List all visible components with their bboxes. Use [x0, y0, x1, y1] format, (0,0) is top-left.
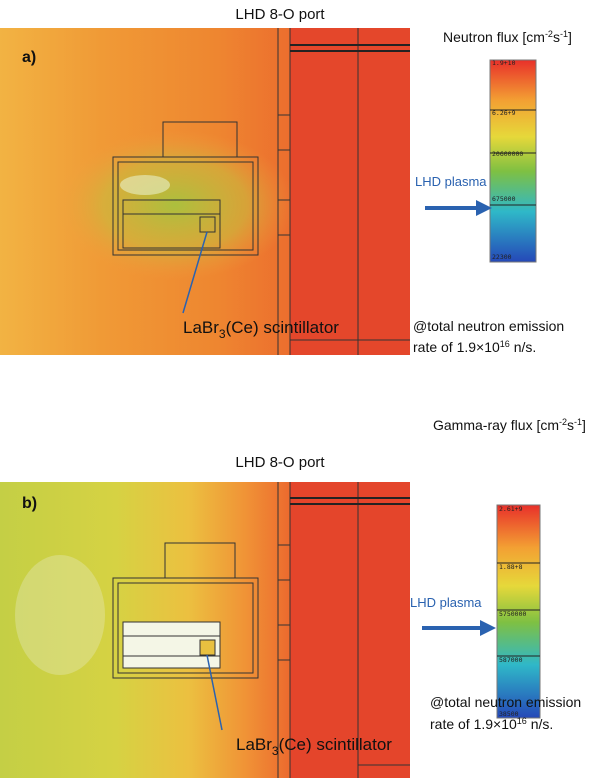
colorbar-label: 675000 [492, 195, 516, 203]
panel-label: a) [22, 49, 36, 66]
flux-label: Gamma-ray flux [cm-2s-1] [433, 417, 586, 433]
detector-label: LaBr3(Ce) scintillator [183, 318, 339, 341]
note: @total neutron emission [413, 318, 564, 334]
colorbar-label: 6.26+9 [492, 109, 516, 117]
colorbar-label: 22300 [492, 253, 512, 261]
label-sup: -2 [545, 29, 553, 39]
label-sub: 3 [219, 327, 226, 341]
flange [277, 544, 291, 581]
label-sup: -1 [574, 417, 582, 427]
colorbar-label: 1.9+10 [492, 59, 516, 67]
scintillator [199, 639, 216, 656]
colorbar-label: 1.88+8 [499, 563, 523, 571]
note-sup: 16 [500, 339, 510, 349]
colorbar-label: 5750000 [499, 610, 526, 618]
colorbar [496, 504, 541, 719]
note-part: rate of 1.9×10 [430, 716, 517, 732]
flange [277, 199, 291, 236]
detector [122, 199, 221, 249]
housing-inner [117, 161, 254, 251]
label-sub: 3 [272, 744, 279, 758]
note-sup: 16 [517, 716, 527, 726]
label-part: ] [582, 417, 586, 433]
pointer [206, 654, 223, 731]
port-wall [290, 28, 410, 355]
panel-label: b) [22, 495, 37, 512]
note-part: n/s. [527, 716, 553, 732]
flange [277, 624, 291, 661]
colorbar-label: 20600000 [492, 150, 523, 158]
note: rate of 1.9×1016 n/s. [430, 716, 553, 732]
port-label: LHD 8-O port [235, 6, 325, 23]
colorbar-label: 587000 [499, 656, 523, 664]
plasma-label: LHD plasma [410, 595, 482, 610]
colorbar-ticks [490, 109, 536, 206]
arrow-head [476, 200, 492, 216]
label-sup: -1 [560, 29, 568, 39]
panel-b: LHD 8-O port b) LaBr3(Ce) scintillator G… [0, 417, 586, 778]
label-sup: -2 [559, 417, 567, 427]
scintillator [199, 216, 216, 233]
note-part: rate of 1.9×10 [413, 339, 500, 355]
pointer [182, 231, 208, 314]
speckle [120, 175, 170, 195]
colorbar-label: 2.61+9 [499, 505, 523, 513]
port-wall [290, 482, 410, 778]
colorbar [489, 59, 537, 263]
label-part: s [567, 417, 574, 433]
label-part: (Ce) scintillator [226, 318, 340, 337]
note: @total neutron emission [430, 694, 581, 710]
housing [112, 156, 259, 256]
label-part: Neutron flux [cm [443, 29, 545, 45]
speckle [15, 555, 105, 675]
note: rate of 1.9×1016 n/s. [413, 339, 536, 355]
housing-inner [117, 582, 254, 674]
colorbar-label: 38500 [499, 710, 519, 718]
plasma-label: LHD plasma [415, 174, 487, 189]
colorbar-ticks [497, 562, 540, 657]
label-part: Gamma-ray flux [cm [433, 417, 559, 433]
note-part: n/s. [510, 339, 536, 355]
flux-label: Neutron flux [cm-2s-1] [443, 29, 572, 45]
panel-a: LHD 8-O port a) LaBr3(Ce) scintillator N… [0, 6, 572, 355]
housing [112, 577, 259, 679]
label-part: ] [568, 29, 572, 45]
label-part: (Ce) scintillator [279, 735, 393, 754]
arrow-head [480, 620, 496, 636]
detector-label: LaBr3(Ce) scintillator [236, 735, 392, 758]
flange [277, 114, 291, 151]
label-part: s [553, 29, 560, 45]
label-part: LaBr [236, 735, 272, 754]
label-part: LaBr [183, 318, 219, 337]
flux-region [55, 130, 295, 280]
port-label: LHD 8-O port [235, 454, 325, 471]
